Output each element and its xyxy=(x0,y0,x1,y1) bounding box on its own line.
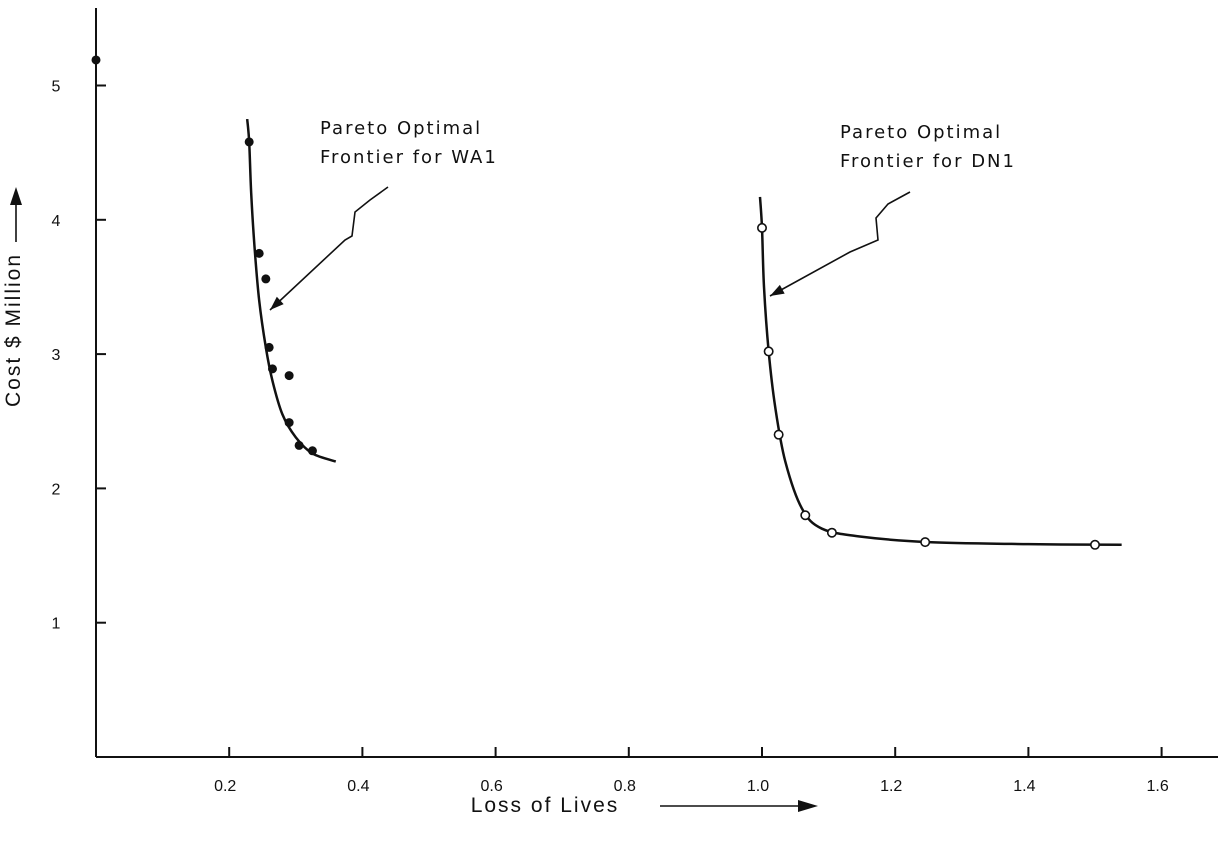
x-tick-label: 1.4 xyxy=(1013,778,1035,795)
data-point xyxy=(268,365,276,373)
annotation-label: Frontier for WA1 xyxy=(320,147,498,168)
data-point xyxy=(764,347,772,355)
data-point xyxy=(245,138,253,146)
x-axis-title: Loss of Lives xyxy=(471,794,620,817)
y-axis-title: Cost $ Million xyxy=(2,253,25,407)
data-point xyxy=(255,249,263,257)
data-point xyxy=(758,224,766,232)
data-point xyxy=(308,447,316,455)
data-point xyxy=(285,419,293,427)
data-point xyxy=(828,529,836,537)
annotation-label: Pareto Optimal xyxy=(320,118,482,139)
y-tick-label: 4 xyxy=(52,213,61,230)
x-tick-label: 0.8 xyxy=(614,778,636,795)
x-tick-label: 0.4 xyxy=(347,778,369,795)
y-tick-label: 5 xyxy=(52,79,61,96)
x-tick-label: 0.2 xyxy=(214,778,236,795)
annotation-label: Pareto Optimal xyxy=(840,122,1002,143)
axes: 0.2 0.4 0.6 0.8 1.0 1.2 1.4 1.6 1 2 3 4 5 xyxy=(10,8,1218,812)
x-tick-label: 0.6 xyxy=(480,778,502,795)
y-axis-arrowhead xyxy=(10,187,22,205)
y-tick-label: 1 xyxy=(52,616,61,633)
data-point xyxy=(262,275,270,283)
data-point xyxy=(265,343,273,351)
x-axis-arrowhead xyxy=(798,800,818,812)
x-tick-label: 1.6 xyxy=(1146,778,1168,795)
y-tick-label: 3 xyxy=(52,347,61,364)
data-point xyxy=(1091,541,1099,549)
data-point xyxy=(92,56,100,64)
annotation-label: Frontier for DN1 xyxy=(840,151,1016,172)
data-point xyxy=(921,538,929,546)
data-point xyxy=(285,372,293,380)
annotation-arrowhead xyxy=(770,285,785,296)
x-tick-label: 1.2 xyxy=(880,778,902,795)
y-tick-label: 2 xyxy=(52,481,61,498)
data-point xyxy=(774,430,782,438)
x-tick-label: 1.0 xyxy=(747,778,769,795)
annotation-arrow-line xyxy=(770,192,910,296)
data-point xyxy=(295,441,303,449)
data-point xyxy=(801,511,809,519)
frontier-curves xyxy=(247,119,1121,545)
frontier-line-2 xyxy=(760,197,1122,545)
annotations: Pareto Optimal Frontier for WA1 Pareto Opt… xyxy=(270,118,1016,310)
annotation-arrow-line xyxy=(270,187,388,310)
